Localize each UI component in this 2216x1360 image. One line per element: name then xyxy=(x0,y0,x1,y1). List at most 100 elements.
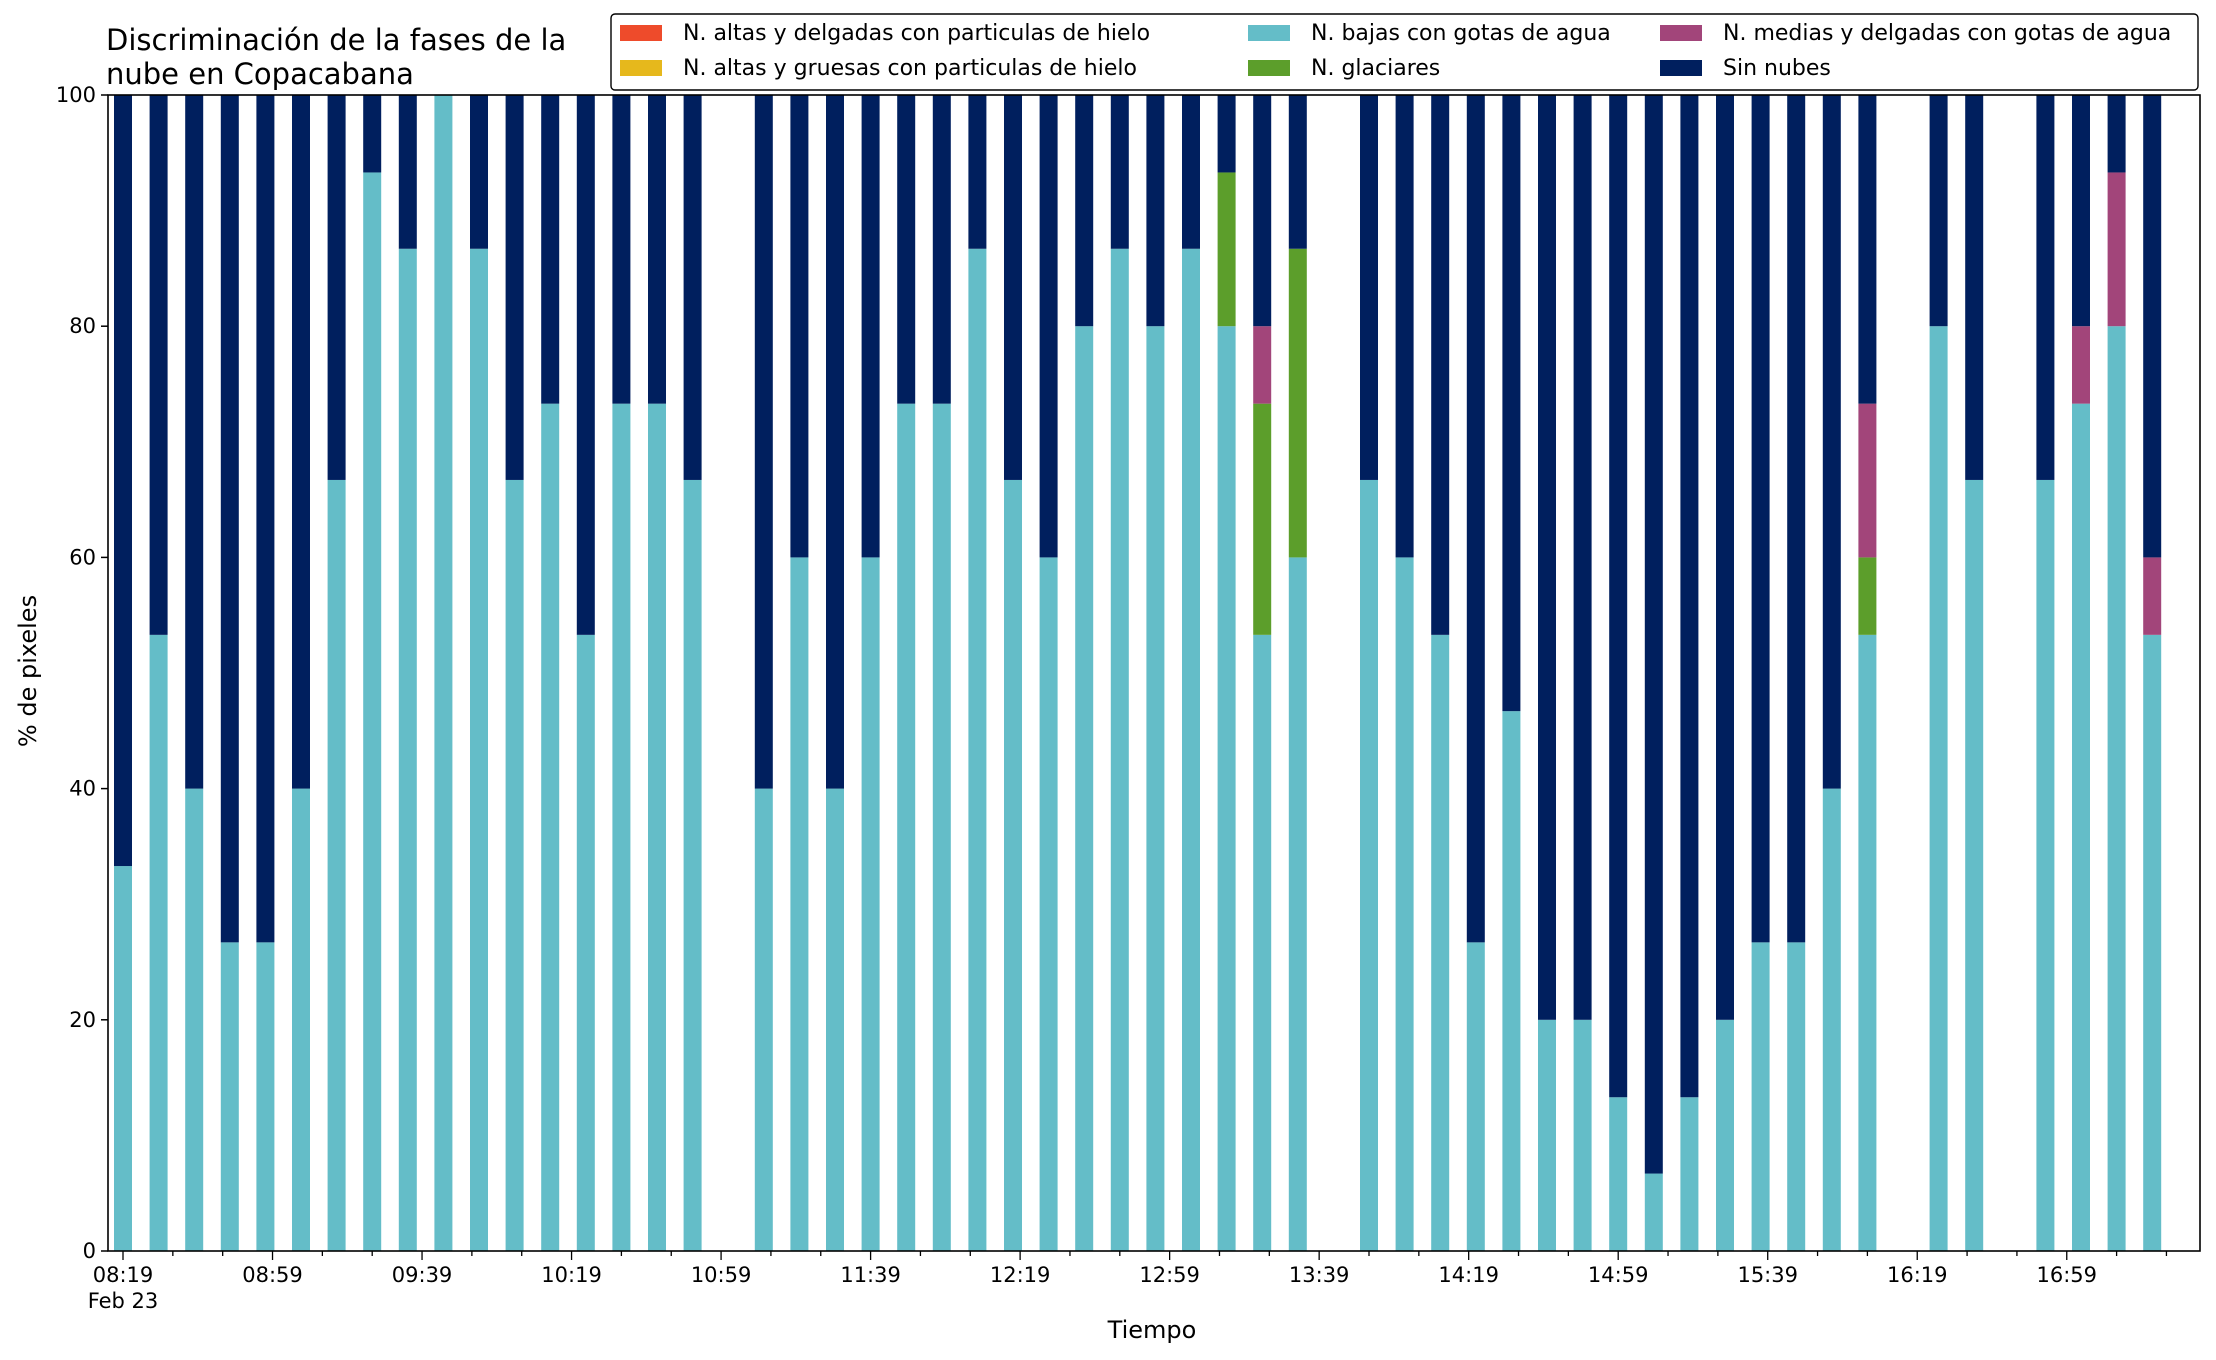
bar-segment-5-38 xyxy=(1466,95,1485,943)
bar-segment-2-28 xyxy=(1110,248,1129,1251)
x-tick-label-8: 13:39 xyxy=(1289,1263,1350,1287)
x-axis-label: Tiempo xyxy=(1107,1316,1197,1344)
bar-segment-5-2 xyxy=(185,95,204,789)
legend-swatch-1 xyxy=(620,60,662,76)
bar-segment-4-55 xyxy=(2072,326,2090,404)
bar-segment-5-46 xyxy=(1751,95,1770,943)
y-tick-label-3: 60 xyxy=(69,545,96,569)
bar-segment-2-47 xyxy=(1787,942,1806,1251)
bar-segment-5-20 xyxy=(826,95,844,789)
bar-segment-2-22 xyxy=(897,403,916,1251)
bar-segment-2-55 xyxy=(2072,403,2090,1251)
x-date-label: Feb 23 xyxy=(88,1289,159,1313)
y-tick-label-2: 40 xyxy=(69,777,96,801)
bar-segment-3-33 xyxy=(1288,248,1307,558)
y-tick-label-5: 100 xyxy=(56,83,96,107)
bar-segment-2-35 xyxy=(1360,479,1378,1251)
bar-segment-2-12 xyxy=(541,403,560,1251)
axes-layer: 0 20 40 60 80 100 08:19 08:59 09:39 10:19 10:59 11:… xyxy=(56,83,2201,1313)
bar-segment-3-31 xyxy=(1217,172,1236,327)
legend-swatch-2 xyxy=(1248,25,1290,41)
y-tick-label-0: 0 xyxy=(83,1239,96,1263)
bar-segment-5-1 xyxy=(149,95,168,635)
bar-segment-2-52 xyxy=(1965,479,1984,1251)
bar-segment-5-5 xyxy=(292,95,310,789)
bar-segment-5-41 xyxy=(1573,95,1592,1020)
bar-segment-5-51 xyxy=(1929,95,1948,327)
x-tick-label-7: 12:59 xyxy=(1139,1263,1200,1287)
bar-segment-2-38 xyxy=(1466,942,1485,1251)
plot-frame xyxy=(107,94,2201,1252)
bar-segment-2-41 xyxy=(1573,1019,1592,1251)
bar-segment-2-25 xyxy=(1004,479,1022,1251)
bar-segment-2-26 xyxy=(1039,557,1058,1251)
bar-segment-5-42 xyxy=(1609,95,1628,1098)
bar-segment-2-6 xyxy=(327,479,346,1251)
legend-swatch-0 xyxy=(620,25,662,41)
bar-segment-2-4 xyxy=(256,942,275,1251)
bar-segment-5-24 xyxy=(968,95,987,249)
bar-segment-2-43 xyxy=(1644,1173,1663,1251)
bar-segment-5-49 xyxy=(1858,95,1877,404)
y-tick-label-4: 80 xyxy=(69,314,96,338)
bar-segment-5-22 xyxy=(897,95,916,404)
bar-segment-2-56 xyxy=(2107,326,2126,1251)
x-tick-label-12: 16:19 xyxy=(1887,1263,1948,1287)
bar-segment-4-57 xyxy=(2143,557,2162,635)
bar-segment-2-49 xyxy=(1858,634,1877,1251)
legend-label-3: N. glaciares xyxy=(1311,56,1440,81)
bar-segment-5-47 xyxy=(1787,95,1806,943)
bar-segment-5-8 xyxy=(398,95,417,249)
bar-segment-5-26 xyxy=(1039,95,1058,558)
bar-segment-5-6 xyxy=(327,95,346,480)
bar-segment-3-32 xyxy=(1253,403,1272,635)
bar-segment-2-20 xyxy=(826,788,844,1251)
bar-segment-2-57 xyxy=(2143,634,2162,1251)
bar-segment-2-40 xyxy=(1538,1019,1556,1251)
bar-segment-2-19 xyxy=(790,557,809,1251)
x-tick-label-1: 08:59 xyxy=(242,1263,303,1287)
x-tick-label-0: 08:19 xyxy=(93,1263,154,1287)
bar-segment-2-21 xyxy=(861,557,880,1251)
bar-segment-2-11 xyxy=(505,479,524,1251)
bar-segment-2-3 xyxy=(220,942,239,1251)
bar-segment-5-52 xyxy=(1965,95,1984,480)
x-tick-label-3: 10:19 xyxy=(541,1263,602,1287)
bar-segment-5-44 xyxy=(1680,95,1699,1098)
bar-segment-5-55 xyxy=(2072,95,2090,327)
x-tick-label-6: 12:19 xyxy=(990,1263,1051,1287)
bar-segment-5-13 xyxy=(576,95,595,635)
bar-segment-5-10 xyxy=(470,95,488,249)
legend-label-2: N. bajas con gotas de agua xyxy=(1311,21,1611,46)
legend-box xyxy=(610,13,2199,91)
x-tick-label-11: 15:39 xyxy=(1737,1263,1798,1287)
bar-segment-2-15 xyxy=(648,403,666,1251)
bar-segment-2-18 xyxy=(754,788,773,1251)
bar-segment-5-16 xyxy=(683,95,702,480)
bar-segment-5-57 xyxy=(2143,95,2162,558)
bar-segment-5-14 xyxy=(612,95,631,404)
bar-segment-5-31 xyxy=(1217,95,1236,173)
bar-segment-2-23 xyxy=(932,403,951,1251)
bar-segment-2-44 xyxy=(1680,1097,1699,1251)
bar-segment-2-42 xyxy=(1609,1097,1628,1251)
bars-layer xyxy=(114,95,2162,1252)
legend-label-0: N. altas y delgadas con particulas de hi… xyxy=(683,21,1150,46)
bar-segment-5-4 xyxy=(256,95,275,943)
legend-label-1: N. altas y gruesas con particulas de hie… xyxy=(683,56,1137,81)
bar-segment-5-33 xyxy=(1288,95,1307,249)
bar-segment-5-39 xyxy=(1502,95,1521,712)
x-tick-label-4: 10:59 xyxy=(691,1263,752,1287)
bar-segment-2-10 xyxy=(470,248,488,1251)
bar-segment-4-32 xyxy=(1253,326,1272,404)
bar-segment-2-33 xyxy=(1288,557,1307,1251)
bar-segment-2-36 xyxy=(1395,557,1414,1251)
bar-segment-5-11 xyxy=(505,95,524,480)
bar-segment-2-14 xyxy=(612,403,631,1251)
bar-segment-5-23 xyxy=(932,95,951,404)
legend: N. altas y delgadas con particulas de hi… xyxy=(610,13,2199,91)
bar-segment-2-54 xyxy=(2036,479,2055,1251)
bar-segment-2-2 xyxy=(185,788,204,1251)
bar-segment-2-16 xyxy=(683,479,702,1251)
